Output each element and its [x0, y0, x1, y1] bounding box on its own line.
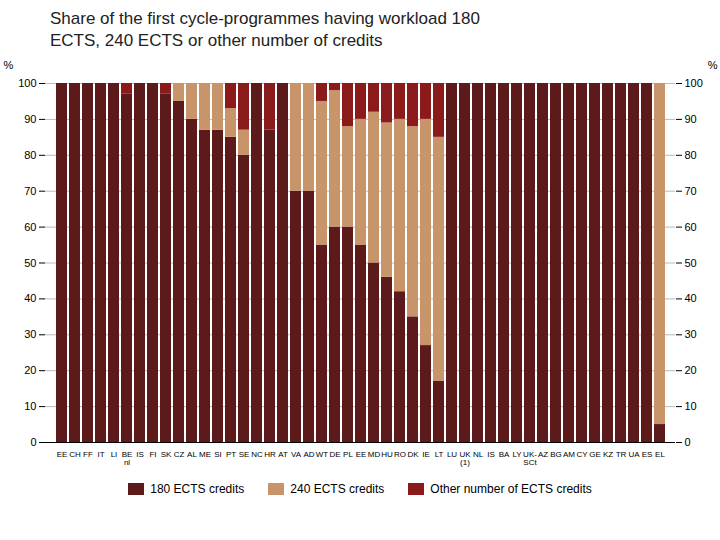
- svg-text:FF: FF: [83, 450, 93, 459]
- svg-text:0: 0: [685, 436, 691, 448]
- svg-text:AZ: AZ: [538, 450, 548, 459]
- svg-text:FI: FI: [149, 450, 156, 459]
- svg-text:40: 40: [685, 292, 697, 304]
- svg-text:BA: BA: [499, 450, 510, 459]
- svg-text:UA: UA: [628, 450, 640, 459]
- svg-text:VA: VA: [291, 450, 302, 459]
- svg-text:EL: EL: [655, 450, 665, 459]
- svg-text:SI: SI: [214, 450, 222, 459]
- svg-text:HR: HR: [264, 450, 276, 459]
- svg-text:80: 80: [685, 149, 697, 161]
- svg-text:50: 50: [24, 257, 36, 269]
- svg-text:LI: LI: [111, 450, 118, 459]
- svg-text:10: 10: [24, 400, 36, 412]
- svg-text:MD: MD: [368, 450, 381, 459]
- svg-text:90: 90: [24, 113, 36, 125]
- svg-text:0: 0: [30, 436, 36, 448]
- svg-text:NL: NL: [473, 450, 484, 459]
- html-text:180 ECTS credits: 180 ECTS credits: [150, 482, 245, 496]
- svg-text:CH: CH: [69, 450, 81, 459]
- svg-text:50: 50: [685, 257, 697, 269]
- svg-text:LT: LT: [435, 450, 444, 459]
- svg-text:LY: LY: [512, 450, 522, 459]
- svg-text:BEnl: BEnl: [122, 450, 133, 467]
- svg-text:DE: DE: [329, 450, 340, 459]
- svg-text:%: %: [708, 59, 718, 71]
- svg-text:IS: IS: [136, 450, 144, 459]
- svg-text:UK-SCt: UK-SCt: [523, 450, 537, 467]
- svg-text:20: 20: [685, 364, 697, 376]
- html-text:Other number of ECTS credits: Other number of ECTS credits: [430, 482, 592, 496]
- svg-text:AM: AM: [563, 450, 575, 459]
- svg-text:KZ: KZ: [603, 450, 613, 459]
- svg-text:EE: EE: [356, 450, 367, 459]
- svg-text:IE: IE: [422, 450, 430, 459]
- svg-text:70: 70: [685, 185, 697, 197]
- svg-text:NC: NC: [251, 450, 263, 459]
- html-text:240 ECTS credits: 240 ECTS credits: [290, 482, 385, 496]
- svg-text:30: 30: [685, 328, 697, 340]
- html-text:Share of the first cycle-progr: Share of the first cycle-programmes havi…: [50, 9, 480, 50]
- svg-text:EE: EE: [57, 450, 68, 459]
- svg-text:SE: SE: [239, 450, 250, 459]
- svg-text:LU: LU: [447, 450, 457, 459]
- svg-text:ES: ES: [642, 450, 653, 459]
- svg-text:AD: AD: [303, 450, 314, 459]
- svg-text:HU: HU: [381, 450, 393, 459]
- svg-text:RO: RO: [394, 450, 406, 459]
- svg-text:%: %: [4, 59, 14, 71]
- svg-text:80: 80: [24, 149, 36, 161]
- svg-text:WT: WT: [316, 450, 329, 459]
- svg-text:BG: BG: [550, 450, 562, 459]
- svg-text:CY: CY: [576, 450, 588, 459]
- svg-text:CZ: CZ: [174, 450, 185, 459]
- svg-text:100: 100: [18, 77, 36, 89]
- svg-text:IS: IS: [487, 450, 495, 459]
- svg-text:IT: IT: [97, 450, 104, 459]
- svg-text:GE: GE: [589, 450, 601, 459]
- svg-text:PT: PT: [226, 450, 236, 459]
- svg-text:60: 60: [685, 221, 697, 233]
- svg-text:AT: AT: [278, 450, 288, 459]
- svg-text:ME: ME: [199, 450, 211, 459]
- svg-text:100: 100: [685, 77, 703, 89]
- svg-text:SK: SK: [161, 450, 172, 459]
- svg-text:70: 70: [24, 185, 36, 197]
- svg-text:20: 20: [24, 364, 36, 376]
- svg-text:UK(1): UK(1): [459, 450, 471, 467]
- svg-text:30: 30: [24, 328, 36, 340]
- svg-text:10: 10: [685, 400, 697, 412]
- svg-text:90: 90: [685, 113, 697, 125]
- svg-text:TR: TR: [616, 450, 627, 459]
- svg-text:AL: AL: [187, 450, 197, 459]
- svg-text:60: 60: [24, 221, 36, 233]
- svg-text:PL: PL: [343, 450, 353, 459]
- svg-text:DK: DK: [407, 450, 419, 459]
- svg-text:40: 40: [24, 292, 36, 304]
